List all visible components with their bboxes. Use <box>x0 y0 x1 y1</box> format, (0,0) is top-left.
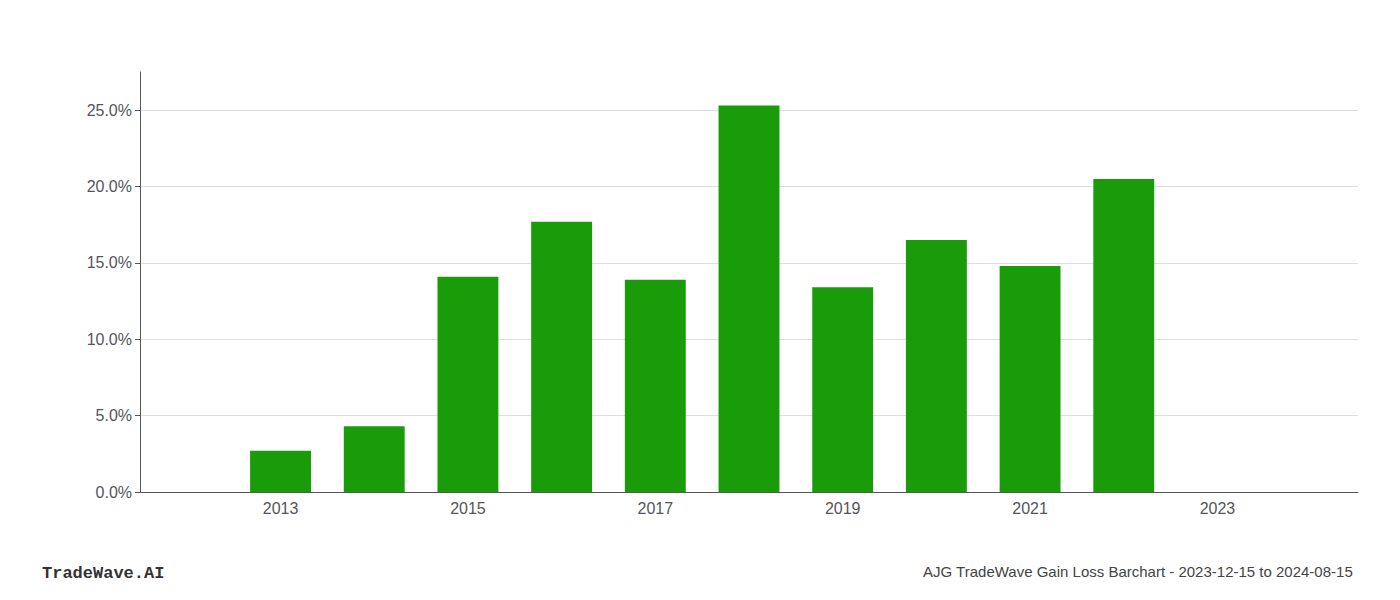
svg-text:2023: 2023 <box>1200 500 1236 517</box>
svg-text:2021: 2021 <box>1012 500 1048 517</box>
svg-text:20.0%: 20.0% <box>87 178 132 195</box>
svg-text:2017: 2017 <box>638 500 674 517</box>
svg-text:2013: 2013 <box>263 500 299 517</box>
svg-text:25.0%: 25.0% <box>87 102 132 119</box>
svg-text:15.0%: 15.0% <box>87 254 132 271</box>
svg-text:AJG TradeWave Gain Loss Barcha: AJG TradeWave Gain Loss Barchart - 2023-… <box>923 563 1353 580</box>
svg-text:2019: 2019 <box>825 500 861 517</box>
svg-text:TradeWave.AI: TradeWave.AI <box>42 564 164 583</box>
svg-text:0.0%: 0.0% <box>96 484 132 501</box>
svg-text:10.0%: 10.0% <box>87 331 132 348</box>
svg-text:2015: 2015 <box>450 500 486 517</box>
svg-text:5.0%: 5.0% <box>96 407 132 424</box>
